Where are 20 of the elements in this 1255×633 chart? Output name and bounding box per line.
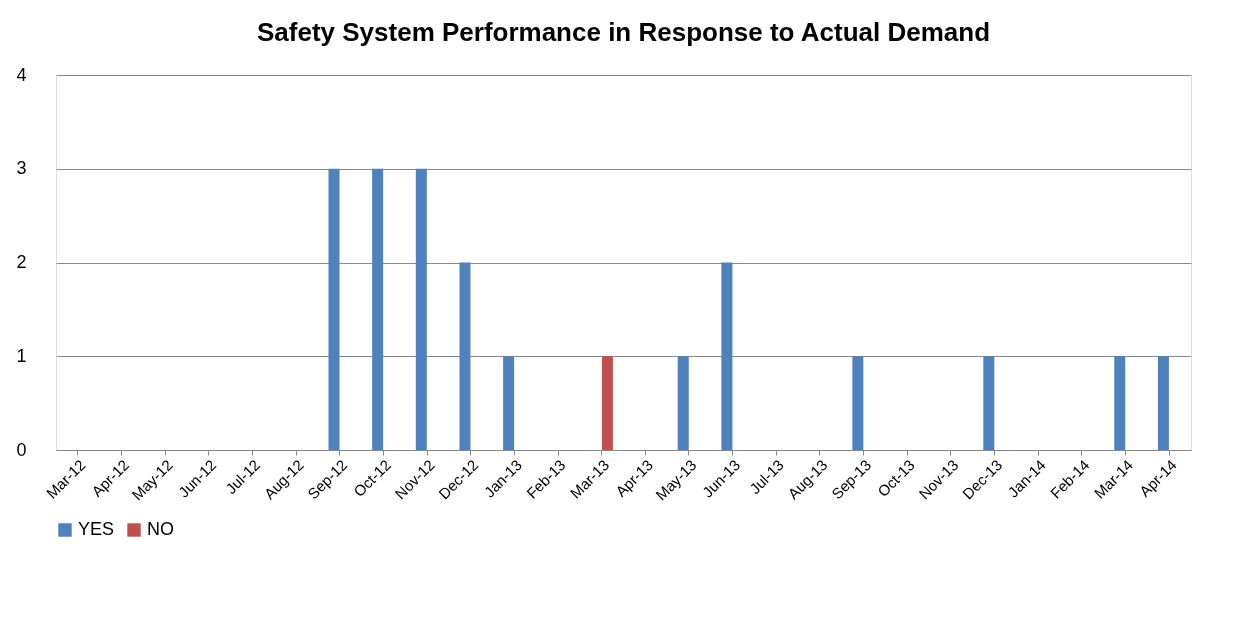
y-tick-label: 0 bbox=[16, 439, 27, 460]
bar bbox=[459, 262, 471, 450]
y-tick-label: 1 bbox=[16, 345, 27, 366]
bar bbox=[415, 168, 427, 450]
legend-label: YES bbox=[78, 519, 115, 539]
y-tick-label: 2 bbox=[16, 252, 27, 272]
bar bbox=[503, 356, 515, 450]
bar bbox=[983, 356, 995, 450]
bar bbox=[852, 356, 864, 450]
y-tick-label: 3 bbox=[16, 158, 27, 179]
bar bbox=[721, 262, 733, 450]
y-tick-label: 4 bbox=[16, 64, 27, 85]
legend-label: NO bbox=[147, 519, 174, 539]
bar bbox=[328, 168, 340, 450]
bar bbox=[601, 356, 613, 450]
bar bbox=[1157, 356, 1169, 450]
bar bbox=[372, 168, 384, 450]
bar bbox=[677, 356, 689, 450]
bar bbox=[1114, 356, 1126, 450]
chart-title: Safety System Performance in Response to Actual Demand bbox=[256, 17, 991, 47]
